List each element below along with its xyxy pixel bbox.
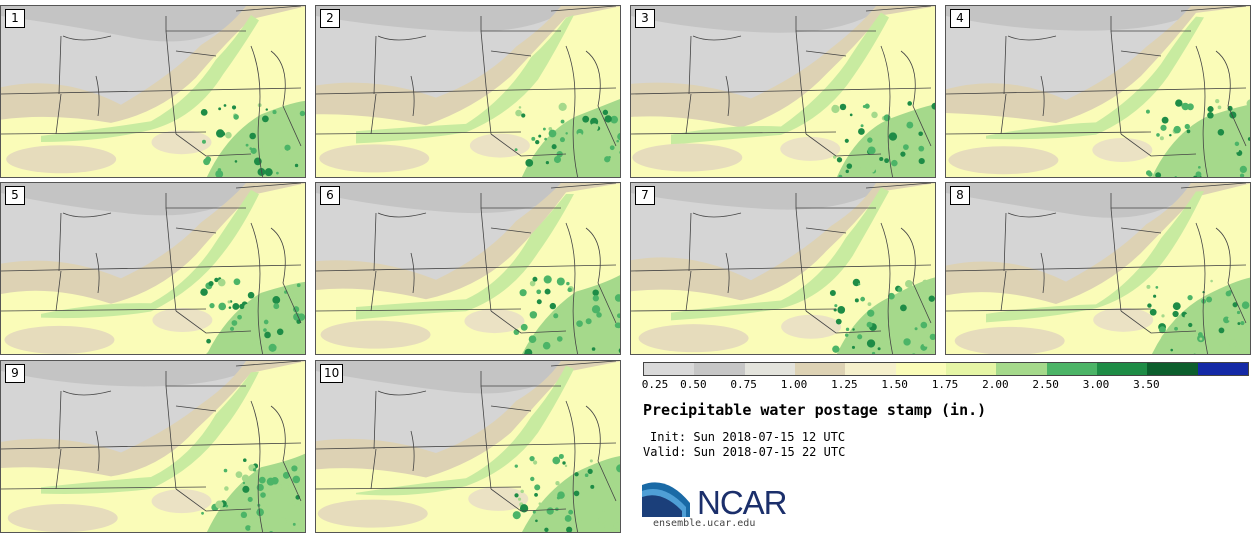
pw-map [631,183,935,354]
precipitable-water-colorbar [643,362,1249,376]
ensemble-member-panel: 2 [315,5,621,178]
colorbar-tick-label: 1.50 [881,378,908,391]
member-number-label: 5 [5,186,25,205]
colorbar-tick-label: 3.00 [1082,378,1110,391]
pw-map [946,183,1250,354]
member-number-label: 1 [5,9,25,28]
ensemble-member-panel: 7 [630,182,936,355]
pw-map [316,6,620,177]
colorbar-segment [744,363,795,375]
pw-map [1,361,305,532]
colorbar-segment [845,363,896,375]
colorbar-tick-label: 1.75 [931,378,959,391]
colorbar-segment [996,363,1047,375]
ensemble-member-panel: 10 [315,360,621,533]
pw-map [1,183,305,354]
ensemble-member-panel: 1 [0,5,306,178]
colorbar-segment [644,363,695,375]
legend-title: Precipitable water postage stamp (in.) [643,401,987,419]
member-number-label: 6 [320,186,340,205]
colorbar-segment [945,363,997,375]
colorbar-segment [1096,363,1148,375]
member-number-label: 4 [950,9,970,28]
colorbar-tick-label: 3.50 [1133,378,1160,391]
ensemble-member-panel: 8 [945,182,1251,355]
colorbar-segment [794,363,846,375]
colorbar-tick-label: 1.00 [780,378,808,391]
logo-url: ensemble.ucar.edu [653,518,756,529]
colorbar-tick-label: 0.50 [680,378,707,391]
colorbar-tick-label: 1.25 [831,378,858,391]
ensemble-member-panel: 9 [0,360,306,533]
member-number-label: 2 [320,9,340,28]
pw-map [631,6,935,177]
colorbar-tick-label: 0.25 [641,378,669,391]
colorbar-segment [1197,363,1248,375]
ensemble-member-panel: 3 [630,5,936,178]
member-number-label: 10 [320,364,344,383]
pw-map [946,6,1250,177]
pw-map [316,183,620,354]
pw-map [316,361,620,532]
colorbar-segment [1046,363,1097,375]
init-time: Init: Sun 2018-07-15 12 UTC [650,430,846,444]
logo-wordmark: NCAR [697,484,788,521]
colorbar-tick-label: 0.75 [730,378,757,391]
colorbar-tick-labels: 0.25 0.50 0.75 1.00 1.25 1.50 1.75 2.00 2.50 3.00… [641,378,1249,392]
colorbar-segment [1147,363,1198,375]
ensemble-member-panel: 5 [0,182,306,355]
ensemble-member-panel: 6 [315,182,621,355]
ncar-logo-icon [642,482,690,517]
member-number-label: 9 [5,364,25,383]
ensemble-member-panel: 4 [945,5,1251,178]
valid-time: Valid: Sun 2018-07-15 22 UTC [643,445,846,459]
pw-map [1,6,305,177]
colorbar-segment [694,363,745,375]
colorbar-segment [895,363,946,375]
colorbar-tick-label: 2.50 [1032,378,1059,391]
member-number-label: 3 [635,9,655,28]
member-number-label: 7 [635,186,655,205]
member-number-label: 8 [950,186,970,205]
colorbar-tick-label: 2.00 [982,378,1009,391]
